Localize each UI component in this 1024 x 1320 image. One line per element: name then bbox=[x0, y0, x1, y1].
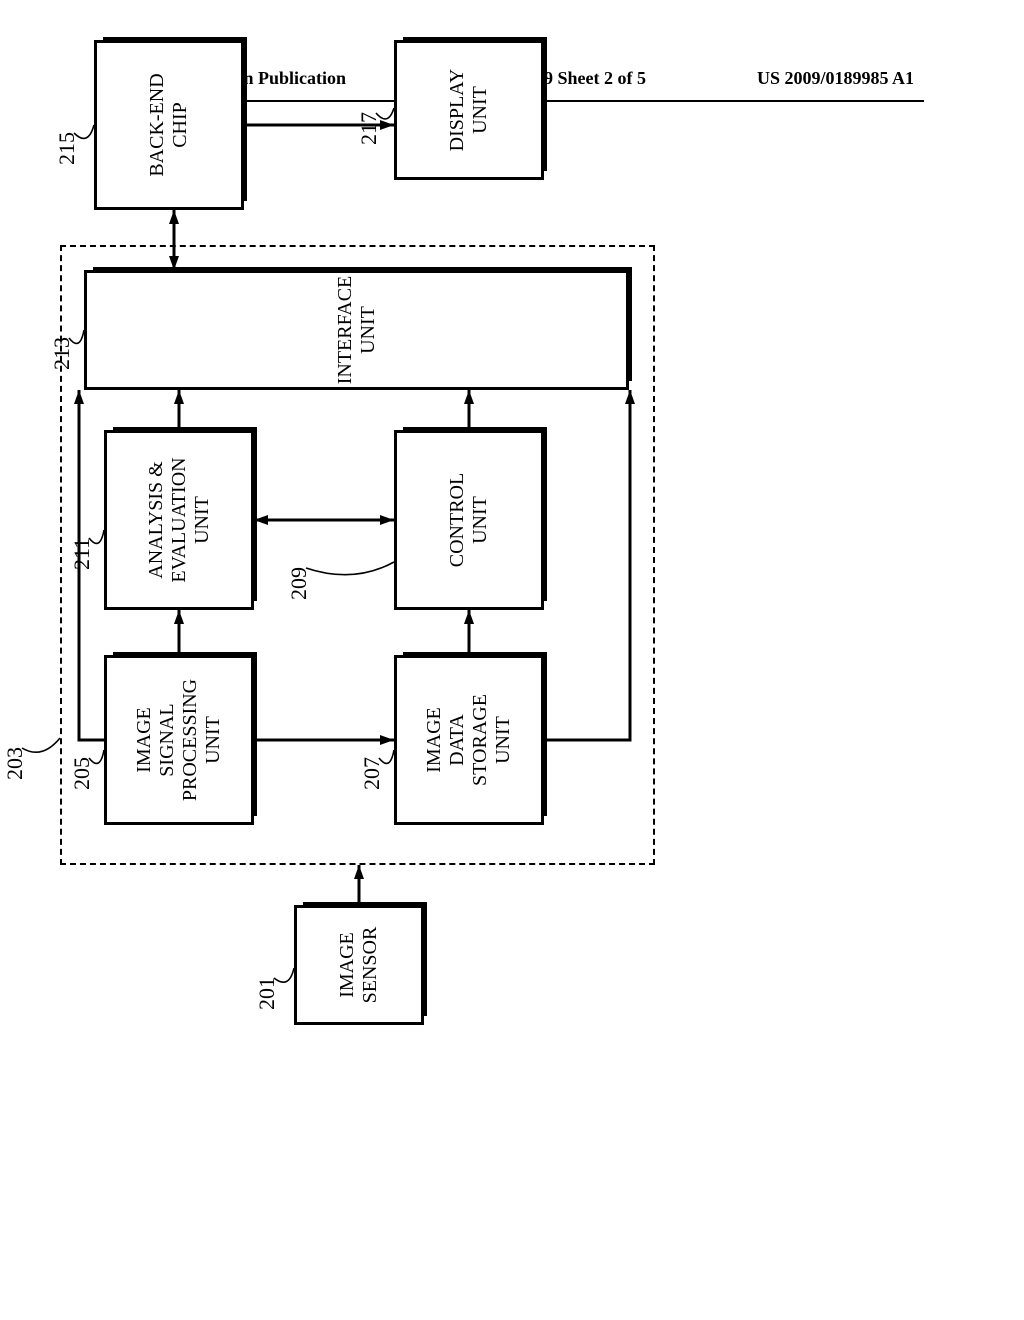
box-label: IMAGESENSOR bbox=[336, 927, 382, 1004]
box-label: INTERFACEUNIT bbox=[334, 276, 380, 385]
box-label: ANALYSIS &EVALUATIONUNIT bbox=[145, 457, 214, 582]
ref-203: 203 bbox=[2, 747, 28, 780]
ref-201: 201 bbox=[254, 977, 280, 1010]
ref-205: 205 bbox=[69, 757, 95, 790]
page: Patent Application Publication Jul. 30, … bbox=[0, 0, 1024, 1320]
box-display-unit: DISPLAYUNIT bbox=[394, 40, 544, 180]
ref-209: 209 bbox=[286, 567, 312, 600]
box-image-sensor: IMAGESENSOR bbox=[294, 905, 424, 1025]
ref-213: 213 bbox=[49, 337, 75, 370]
box-label: IMAGEDATASTORAGEUNIT bbox=[423, 694, 515, 786]
ref-211: 211 bbox=[69, 538, 95, 570]
box-interface-unit: INTERFACEUNIT bbox=[84, 270, 629, 390]
ref-215: 215 bbox=[54, 132, 80, 165]
ref-207: 207 bbox=[359, 757, 385, 790]
diagram: FIG. 2 IMAGESENSOR IMAGESIGNALPROCESSING… bbox=[0, 296, 1024, 1040]
ref-217: 217 bbox=[356, 112, 382, 145]
box-label: CONTROLUNIT bbox=[446, 473, 492, 567]
box-analysis-evaluation-unit: ANALYSIS &EVALUATIONUNIT bbox=[104, 430, 254, 610]
box-label: DISPLAYUNIT bbox=[446, 69, 492, 152]
box-image-signal-processing-unit: IMAGESIGNALPROCESSINGUNIT bbox=[104, 655, 254, 825]
box-label: IMAGESIGNALPROCESSINGUNIT bbox=[133, 679, 225, 801]
header-right: US 2009/0189985 A1 bbox=[757, 68, 914, 89]
box-image-data-storage-unit: IMAGEDATASTORAGEUNIT bbox=[394, 655, 544, 825]
box-back-end-chip: BACK-ENDCHIP bbox=[94, 40, 244, 210]
box-label: BACK-ENDCHIP bbox=[146, 73, 192, 176]
box-control-unit: CONTROLUNIT bbox=[394, 430, 544, 610]
